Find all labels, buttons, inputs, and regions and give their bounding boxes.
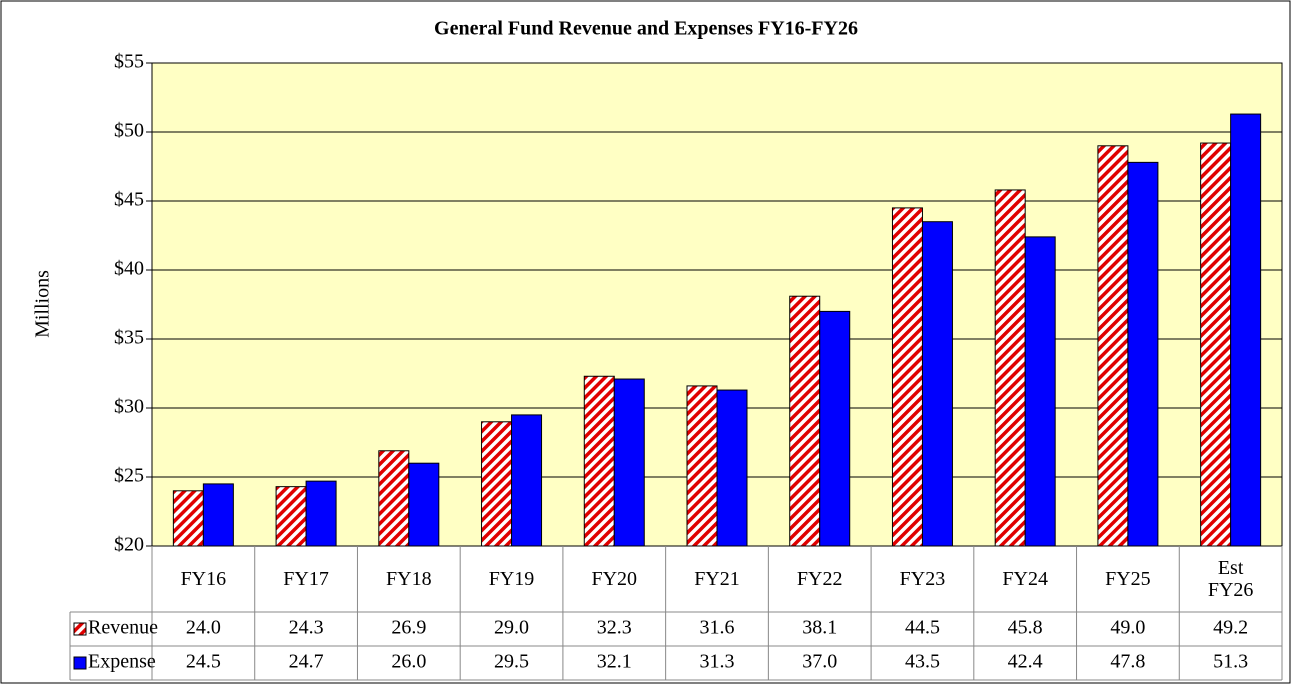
category-text: FY22 xyxy=(796,568,843,590)
bar xyxy=(1230,113,1262,547)
bar xyxy=(305,480,337,547)
data-label: 42.4 xyxy=(1008,651,1043,673)
bar xyxy=(891,207,923,547)
x-tick-label: FY17 xyxy=(255,546,358,612)
y-tick-label: $20 xyxy=(114,534,144,556)
category-text: FY23 xyxy=(899,568,946,590)
category-text: Est FY26 xyxy=(1207,557,1254,601)
legend-swatch xyxy=(73,622,87,636)
data-label: 37.0 xyxy=(802,651,837,673)
data-label: 44.5 xyxy=(905,617,940,639)
data-label: 49.0 xyxy=(1110,617,1145,639)
y-axis-label: Millions xyxy=(32,270,54,338)
bar xyxy=(789,295,821,547)
category-text: FY20 xyxy=(591,568,638,590)
data-label: 31.6 xyxy=(700,617,735,639)
data-label: 24.0 xyxy=(186,617,221,639)
bar xyxy=(408,462,440,547)
x-tick-label: FY21 xyxy=(666,546,769,612)
y-tick-label: $50 xyxy=(114,120,144,142)
bar xyxy=(613,378,645,547)
bar xyxy=(716,389,748,547)
legend-swatch xyxy=(73,656,87,670)
data-label: 38.1 xyxy=(802,617,837,639)
bar xyxy=(481,421,513,547)
x-tick-label: Est FY26 xyxy=(1179,546,1282,612)
data-label: 32.3 xyxy=(597,617,632,639)
y-tick-label: $45 xyxy=(114,189,144,211)
x-tick-label: FY20 xyxy=(563,546,666,612)
data-label: 45.8 xyxy=(1008,617,1043,639)
bar xyxy=(1200,142,1232,547)
data-label: 29.5 xyxy=(494,651,529,673)
x-tick-label: FY19 xyxy=(460,546,563,612)
category-text: FY25 xyxy=(1105,568,1151,590)
data-label: 32.1 xyxy=(597,651,632,673)
bar xyxy=(1097,145,1129,547)
data-label: 24.3 xyxy=(289,617,324,639)
bar xyxy=(172,490,204,547)
data-label: 29.0 xyxy=(494,617,529,639)
bar xyxy=(819,310,851,547)
category-text: FY21 xyxy=(694,568,740,590)
y-tick-label: $30 xyxy=(114,396,144,418)
data-label: 51.3 xyxy=(1213,651,1248,673)
bar xyxy=(202,483,234,547)
x-tick-label: FY25 xyxy=(1077,546,1180,612)
bar xyxy=(994,189,1026,547)
bar xyxy=(1024,236,1056,547)
data-label: 43.5 xyxy=(905,651,940,673)
data-label: 26.9 xyxy=(391,617,426,639)
category-text: FY17 xyxy=(283,568,329,590)
bar xyxy=(921,221,953,547)
bar xyxy=(686,385,718,547)
y-tick-label: $25 xyxy=(114,465,144,487)
bar xyxy=(1127,161,1159,547)
category-text: FY19 xyxy=(488,568,535,590)
x-tick-label: FY16 xyxy=(152,546,255,612)
chart-title: General Fund Revenue and Expenses FY16-F… xyxy=(434,18,858,40)
category-text: FY18 xyxy=(386,568,432,590)
y-tick-label: $40 xyxy=(114,258,144,280)
data-label: 31.3 xyxy=(700,651,735,673)
y-tick-label: $55 xyxy=(114,51,144,73)
x-tick-label: FY23 xyxy=(871,546,974,612)
bar xyxy=(583,375,615,547)
x-tick-label: FY24 xyxy=(974,546,1077,612)
data-label: 24.5 xyxy=(186,651,221,673)
data-label: 26.0 xyxy=(391,651,426,673)
bar xyxy=(378,450,410,547)
data-label: 24.7 xyxy=(289,651,324,673)
bar xyxy=(275,486,307,547)
data-label: 49.2 xyxy=(1213,617,1248,639)
x-tick-label: FY18 xyxy=(357,546,460,612)
data-label: 47.8 xyxy=(1110,651,1145,673)
bar xyxy=(511,414,543,547)
legend-label: Revenue xyxy=(88,617,158,639)
legend-label: Expense xyxy=(88,651,156,673)
category-text: FY16 xyxy=(180,568,227,590)
x-tick-label: FY22 xyxy=(768,546,871,612)
plot-border xyxy=(151,62,1283,547)
y-tick-label: $35 xyxy=(114,327,144,349)
category-text: FY24 xyxy=(1002,568,1048,590)
